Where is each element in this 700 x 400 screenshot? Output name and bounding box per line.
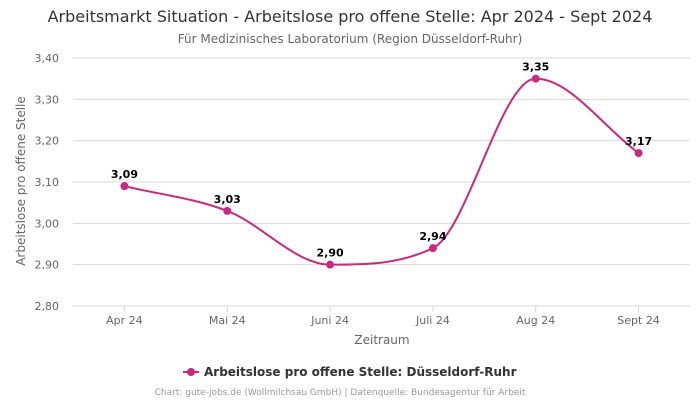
y-tick-label: 3,30	[35, 93, 60, 106]
x-tick-label: Sept 24	[617, 314, 660, 327]
data-label: 3,17	[625, 135, 652, 148]
y-axis-ticks: 2,80 2,90 3,00 3,10 3,20 3,30 3,40	[35, 52, 60, 313]
legend-point-marker	[187, 368, 195, 376]
data-point[interactable]	[531, 74, 540, 83]
grid-lines	[73, 57, 690, 307]
y-tick-label: 2,90	[35, 259, 60, 272]
series-line	[124, 77, 640, 266]
x-tick-label: Aug 24	[516, 314, 555, 327]
x-tick-label: Mai 24	[209, 314, 246, 327]
legend[interactable]: Arbeitslose pro offene Stelle: Düsseldor…	[183, 365, 517, 379]
data-point[interactable]	[223, 206, 232, 215]
x-axis-label: Zeitraum	[354, 333, 409, 347]
legend-item-label[interactable]: Arbeitslose pro offene Stelle: Düsseldor…	[204, 365, 517, 379]
data-label: 3,09	[111, 168, 138, 181]
chart-title: Arbeitsmarkt Situation - Arbeitslose pro…	[48, 7, 653, 26]
x-tick-label: Apr 24	[106, 314, 143, 327]
data-label: 3,35	[522, 61, 549, 74]
data-label: 2,94	[419, 230, 446, 243]
data-point[interactable]	[634, 149, 643, 158]
x-tick-label: Juni 24	[310, 314, 349, 327]
chart-subtitle: Für Medizinisches Laboratorium (Region D…	[178, 32, 523, 46]
data-point[interactable]	[120, 182, 129, 191]
series-group	[120, 74, 643, 269]
data-point[interactable]	[326, 260, 335, 269]
y-axis-label: Arbeitslose pro offene Stelle	[14, 96, 28, 266]
data-label: 2,90	[317, 247, 344, 260]
x-axis-ticks: Apr 24 Mai 24 Juni 24 Juli 24 Aug 24 Sept 24	[106, 306, 660, 327]
y-tick-label: 3,10	[35, 176, 60, 189]
y-tick-label: 3,00	[35, 217, 60, 230]
chart-credits: Chart: gute-jobs.de (Wollmilchsau GmbH) …	[155, 388, 526, 398]
data-label: 3,03	[214, 193, 241, 206]
y-tick-label: 2,80	[35, 300, 60, 313]
data-labels: 3,09 3,03 2,90 2,94 3,35 3,17	[111, 61, 652, 260]
y-tick-label: 3,40	[35, 52, 60, 65]
x-tick-label: Juli 24	[415, 314, 450, 327]
data-point[interactable]	[428, 244, 437, 253]
y-tick-label: 3,20	[35, 135, 60, 148]
